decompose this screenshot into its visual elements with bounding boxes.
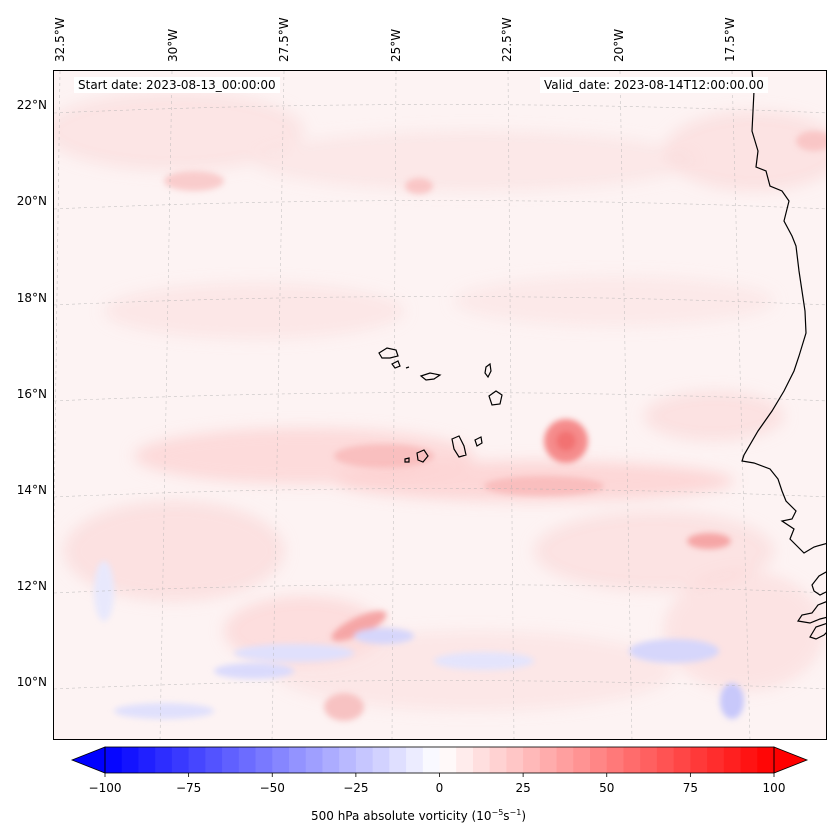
colorbar-cell <box>222 747 239 773</box>
colorbar-label-suffix: ) <box>521 809 526 823</box>
lat-label-18n: 18°N <box>0 291 47 305</box>
colorbar-cell <box>239 747 256 773</box>
colorbar-extend-low <box>72 747 105 773</box>
colorbar-cell <box>573 747 590 773</box>
colorbar-tick-label: −100 <box>89 781 122 795</box>
lon-line-32.5w <box>54 71 60 740</box>
colorbar-cell <box>590 747 607 773</box>
colorbar-cell <box>423 747 440 773</box>
lon-label-20w: 20°W <box>612 29 626 62</box>
colorbar-cell <box>623 747 640 773</box>
colorbar-cell <box>757 747 774 773</box>
island-sal <box>485 364 491 377</box>
colorbar-cell <box>155 747 172 773</box>
colorbar-cell <box>657 747 674 773</box>
colorbar-cell <box>557 747 574 773</box>
colorbar-tick-label: 0 <box>436 781 444 795</box>
colorbar-cell <box>473 747 490 773</box>
colorbar-tick-label: −75 <box>176 781 201 795</box>
colorbar-cell <box>674 747 691 773</box>
colorbar-tick-label: 50 <box>599 781 614 795</box>
colorbar-cell <box>105 747 122 773</box>
colorbar-cell <box>138 747 155 773</box>
colorbar-cell <box>490 747 507 773</box>
colorbar-cell <box>406 747 423 773</box>
colorbar-cell <box>339 747 356 773</box>
colorbar-tick-label: 100 <box>763 781 786 795</box>
island-santa-luzia <box>406 367 409 368</box>
colorbar <box>0 740 837 780</box>
island-maio <box>475 437 482 446</box>
colorbar-cell <box>440 747 457 773</box>
colorbar-cell <box>322 747 339 773</box>
lat-label-20n: 20°N <box>0 194 47 208</box>
colorbar-cell <box>306 747 323 773</box>
lat-label-10n: 10°N <box>0 675 47 689</box>
colorbar-cell <box>540 747 557 773</box>
colorbar-label-prefix: 500 hPa absolute vorticity (10 <box>311 809 492 823</box>
colorbar-cell <box>122 747 139 773</box>
colorbar-cell <box>690 747 707 773</box>
colorbar-cell <box>373 747 390 773</box>
start-date-label: Start date: 2023-08-13_00:00:00 <box>74 77 280 93</box>
lon-label-22.5w: 22.5°W <box>500 17 514 62</box>
colorbar-cell <box>640 747 657 773</box>
colorbar-cell <box>189 747 206 773</box>
lat-label-16n: 16°N <box>0 387 47 401</box>
colorbar-label: 500 hPa absolute vorticity (10−5s−1) <box>0 808 837 823</box>
colorbar-cell <box>724 747 741 773</box>
colorbar-cell <box>523 747 540 773</box>
lat-label-22n: 22°N <box>0 98 47 112</box>
lon-line-30w <box>160 71 172 740</box>
lon-label-27.5w: 27.5°W <box>277 17 291 62</box>
lat-line-20n <box>54 201 827 210</box>
colorbar-extend-high <box>774 747 807 773</box>
colorbar-label-exp2: −1 <box>510 808 522 817</box>
colorbar-cell <box>741 747 758 773</box>
lon-label-32.5w: 32.5°W <box>53 17 67 62</box>
vorticity-map[interactable] <box>53 70 827 740</box>
colorbar-tick-label: 25 <box>515 781 530 795</box>
lon-label-17.5w: 17.5°W <box>723 17 737 62</box>
map-canvas <box>54 71 827 740</box>
colorbar-cell <box>272 747 289 773</box>
island-santo-antao <box>379 348 398 358</box>
lon-label-30w: 30°W <box>166 29 180 62</box>
lat-label-12n: 12°N <box>0 579 47 593</box>
colorbar-cell <box>456 747 473 773</box>
colorbar-cell <box>389 747 406 773</box>
colorbar-cell <box>607 747 624 773</box>
colorbar-cell <box>205 747 222 773</box>
lat-label-14n: 14°N <box>0 483 47 497</box>
colorbar-label-exp1: −5 <box>491 808 503 817</box>
colorbar-cell <box>289 747 306 773</box>
colorbar-cell <box>707 747 724 773</box>
valid-date-label: Valid_date: 2023-08-14T12:00:00.00 <box>540 77 768 93</box>
colorbar-cell <box>172 747 189 773</box>
colorbar-tick-label: 75 <box>683 781 698 795</box>
colorbar-tick-label: −50 <box>260 781 285 795</box>
colorbar-cell <box>356 747 373 773</box>
lon-label-25w: 25°W <box>389 29 403 62</box>
colorbar-tick-label: −25 <box>343 781 368 795</box>
colorbar-cell <box>256 747 273 773</box>
island-sao-vicente <box>392 361 400 368</box>
island-boa-vista <box>489 391 502 405</box>
colorbar-cell <box>506 747 523 773</box>
island-sao-nicolau <box>421 373 440 380</box>
